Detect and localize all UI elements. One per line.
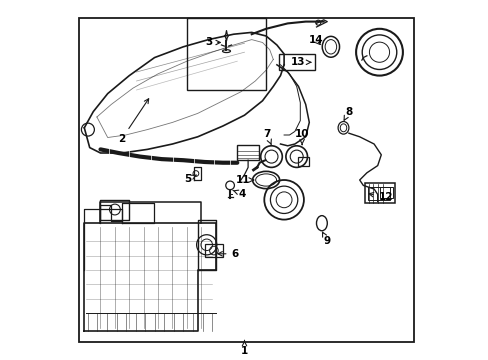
Text: 3: 3 — [204, 37, 220, 48]
Text: 12: 12 — [368, 192, 392, 202]
Text: 14: 14 — [308, 35, 323, 45]
Text: 11: 11 — [235, 175, 253, 185]
Bar — [297, 157, 309, 166]
Text: 5: 5 — [183, 174, 196, 184]
Bar — [367, 187, 389, 200]
Bar — [365, 183, 394, 203]
Bar — [237, 145, 258, 160]
Text: 8: 8 — [344, 107, 352, 120]
Bar — [278, 54, 314, 70]
Bar — [379, 187, 392, 198]
Bar — [186, 18, 265, 90]
Bar — [204, 244, 223, 257]
Text: 13: 13 — [290, 57, 310, 67]
Text: 4: 4 — [232, 189, 245, 199]
Text: 7: 7 — [263, 129, 271, 144]
Text: 9: 9 — [322, 232, 330, 246]
Text: 6: 6 — [218, 249, 238, 259]
Text: 1: 1 — [241, 341, 247, 356]
Text: 2: 2 — [118, 99, 148, 144]
Text: 10: 10 — [294, 129, 309, 145]
